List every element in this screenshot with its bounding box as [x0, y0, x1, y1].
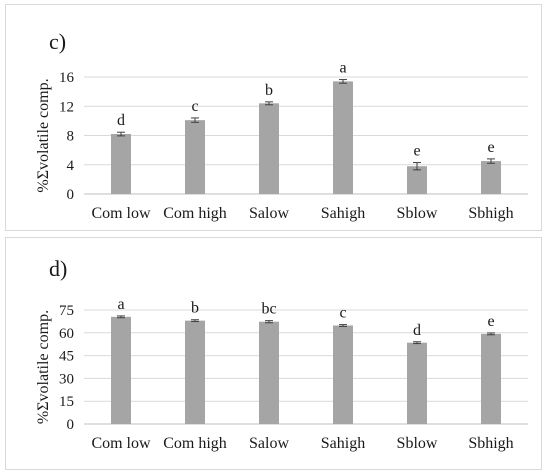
- panel-label-c: c): [49, 29, 66, 54]
- y-tick-label: 15: [59, 394, 74, 410]
- x-tick-label: Sblow: [397, 435, 438, 452]
- significance-letter: b: [191, 300, 199, 317]
- bar-d-5: [481, 333, 501, 424]
- significance-letter: c: [191, 98, 198, 115]
- bar-d-1: [185, 320, 205, 424]
- bar-c-1: [185, 120, 205, 194]
- x-tick-label: Salow: [249, 435, 289, 452]
- y-tick-label: 0: [67, 187, 75, 203]
- y-tick-label: 4: [67, 158, 75, 174]
- bar-c-2: [259, 103, 279, 194]
- significance-letter: d: [117, 112, 125, 129]
- y-tick-label: 8: [67, 129, 75, 145]
- significance-letter: e: [487, 313, 494, 330]
- bar-d-3: [333, 325, 353, 424]
- y-tick-label: 60: [59, 326, 74, 342]
- x-tick-label: Com high: [163, 435, 227, 452]
- x-tick-label: Com low: [91, 205, 151, 222]
- significance-letter: a: [339, 60, 346, 77]
- chart-c-svg: c) 0 4 8 12 16 %Σvolatile comp. d Com low c Com hi…: [35, 29, 528, 222]
- y-axis-label: %Σvolatile comp.: [35, 310, 52, 424]
- bar-c-0: [111, 134, 131, 194]
- y-tick-label: 0: [67, 417, 75, 433]
- significance-letter: e: [487, 139, 494, 156]
- panel-label-d: d): [49, 256, 67, 281]
- significance-letter: e: [413, 143, 420, 160]
- bar-c-4: [407, 166, 427, 194]
- x-tick-label: Sahigh: [321, 205, 365, 222]
- y-axis-label: %Σvolatile comp.: [35, 78, 52, 192]
- chart-panel-c: c) 0 4 8 12 16 %Σvolatile comp. d Com low c Com hi…: [5, 4, 542, 231]
- x-tick-label: Sbhigh: [468, 435, 513, 452]
- chart-panel-d: d) 0 15 30 45 60 75 %Σvolatile comp. a Com low b Co…: [5, 237, 542, 470]
- y-tick-label: 45: [59, 349, 74, 365]
- x-tick-label: Com low: [91, 435, 151, 452]
- y-tick-label: 75: [59, 303, 74, 319]
- bar-d-2: [259, 321, 279, 424]
- bar-c-5: [481, 161, 501, 194]
- bar-d-0: [111, 316, 131, 424]
- significance-letter: c: [339, 305, 346, 322]
- significance-letter: a: [117, 296, 124, 313]
- bar-c-3: [333, 81, 353, 194]
- y-tick-label: 16: [59, 70, 75, 86]
- x-tick-label: Sahigh: [321, 435, 365, 452]
- x-tick-label: Sbhigh: [468, 205, 513, 222]
- y-tick-label: 30: [59, 371, 74, 387]
- bar-d-4: [407, 342, 427, 424]
- chart-d-svg: d) 0 15 30 45 60 75 %Σvolatile comp. a Com low b Co…: [35, 256, 528, 452]
- significance-letter: b: [265, 82, 273, 99]
- significance-letter: d: [413, 322, 421, 339]
- y-tick-label: 12: [59, 99, 74, 115]
- x-tick-label: Sblow: [397, 205, 438, 222]
- x-tick-label: Com high: [163, 205, 227, 222]
- x-tick-label: Salow: [249, 205, 289, 222]
- significance-letter: bc: [261, 301, 276, 318]
